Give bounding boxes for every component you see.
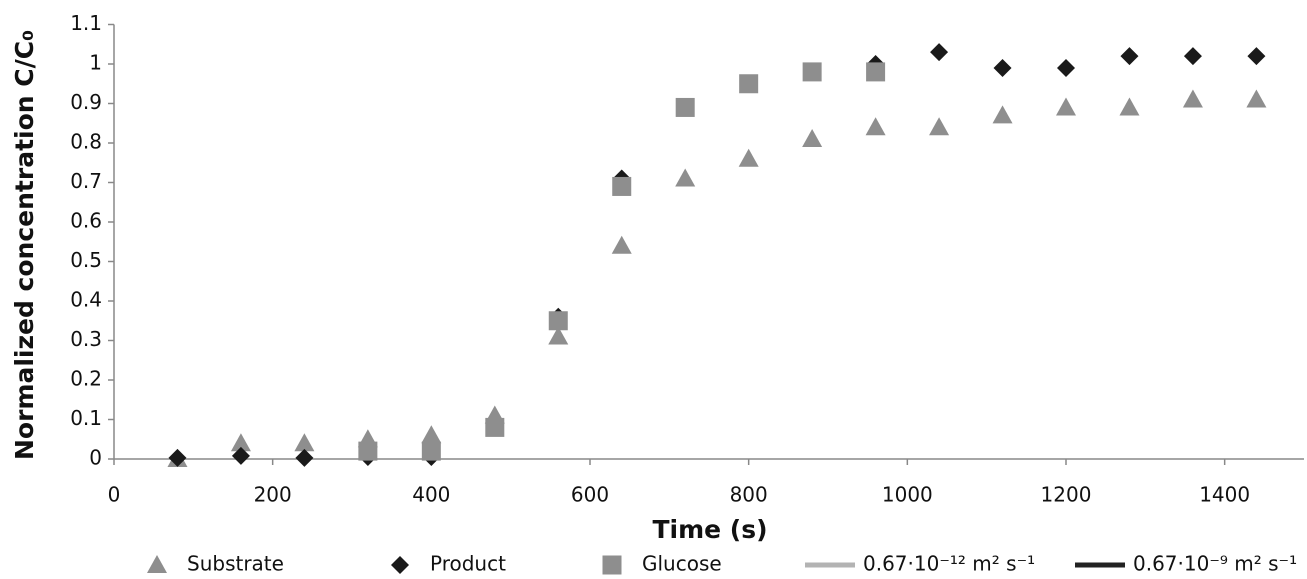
diamond-marker [930,43,949,62]
y-tick-label: 0.4 [70,288,102,312]
triangle-marker [929,117,950,136]
y-tick-label: 0.6 [70,209,102,233]
x-tick-label: 1000 [882,483,933,507]
square-marker [802,62,822,82]
x-tick-label: 1400 [1199,483,1250,507]
diamond-marker [231,446,250,465]
triangle-marker [802,129,823,148]
diamond-marker [1057,58,1075,77]
y-tick-label: 0.5 [70,248,102,272]
legend-label: Substrate [187,552,284,576]
y-tick-label: 1 [89,51,102,75]
x-tick-label: 600 [571,483,609,507]
legend-swatch [147,555,167,573]
triangle-marker [611,235,632,254]
x-tick-label: 0 [108,483,121,507]
square-marker [866,62,886,82]
triangle-marker [230,433,251,452]
y-tick-label: 0.7 [70,169,102,193]
y-tick-label: 0.2 [70,367,102,391]
x-axis-title: Time (s) [652,515,767,544]
triangle-marker [548,326,569,345]
y-tick-label: 0.1 [70,406,102,430]
diamond-marker [1120,47,1139,66]
y-axis-title: Normalized concentration C/C₀ [10,30,39,460]
y-tick-label: 0.9 [70,90,102,114]
diamond-marker [1247,47,1266,66]
y-tick-label: 0 [89,446,102,470]
triangle-marker [1056,97,1076,116]
square-marker [358,441,378,461]
diamond-marker [295,448,314,467]
x-tick-label: 400 [412,483,450,507]
triangle-marker [738,148,759,167]
legend-swatch [391,556,409,574]
square-marker [485,417,505,437]
y-tick-label: 0.8 [70,130,102,154]
triangle-marker [1119,97,1140,116]
legend-label: Glucose [642,552,722,576]
legend-label: 0.67·10⁻¹² m² s⁻¹ [863,552,1035,576]
legend-label: 0.67·10⁻⁹ m² s⁻¹ [1133,552,1297,576]
square-marker [675,97,695,117]
y-tick-label: 1.1 [70,11,102,35]
y-tick-label: 0.3 [70,327,102,351]
triangle-marker [1182,89,1203,108]
triangle-marker [675,168,696,187]
diamond-marker [1183,47,1202,66]
square-marker [612,176,632,196]
legend-label: Product [430,552,506,576]
square-marker [548,311,568,331]
square-marker [739,74,759,94]
triangle-marker [421,425,442,444]
x-tick-label: 1200 [1041,483,1092,507]
triangle-marker [1246,89,1267,108]
triangle-marker [992,105,1013,124]
x-tick-label: 200 [254,483,292,507]
x-tick-label: 800 [730,483,768,507]
square-marker [421,441,441,461]
legend-swatch [602,555,622,575]
triangle-marker [865,117,886,136]
triangle-marker [294,433,315,452]
diamond-marker [993,58,1012,77]
diamond-marker [168,448,187,467]
